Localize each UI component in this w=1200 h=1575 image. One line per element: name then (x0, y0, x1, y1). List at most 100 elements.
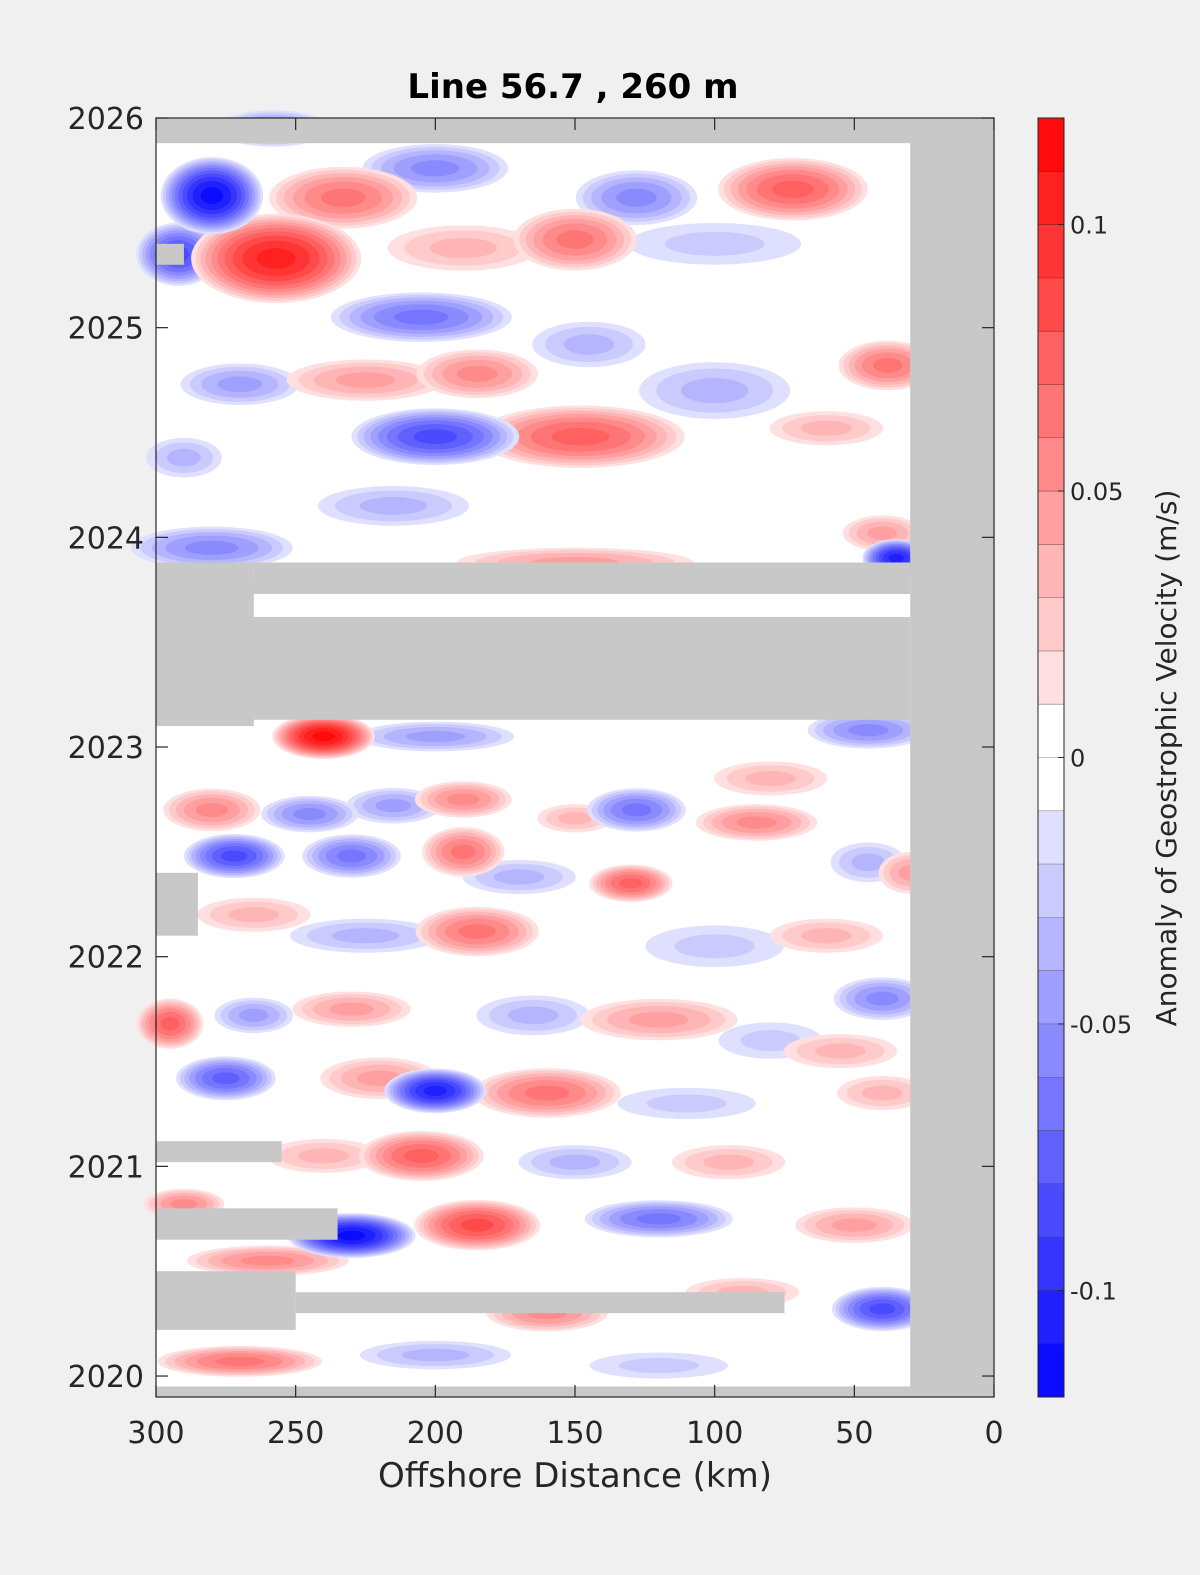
colorbar-segment (1038, 1130, 1064, 1185)
contour-level (772, 180, 814, 198)
anomaly-blob (671, 1145, 786, 1180)
colorbar-segment (1038, 277, 1064, 332)
colorbar-segment (1038, 1237, 1064, 1291)
anomaly-blob (833, 977, 931, 1020)
contour-level (312, 731, 335, 742)
contour-level (256, 248, 296, 269)
contour-level (394, 309, 449, 325)
contour-level (411, 160, 460, 177)
anomaly-blob (317, 486, 469, 526)
contour-level (869, 1303, 896, 1315)
anomaly-blob (532, 321, 646, 368)
contour-level (375, 799, 412, 813)
contour-level (815, 1043, 866, 1059)
colorbar-segment (1038, 331, 1064, 385)
contour-level (674, 934, 755, 959)
contour-level (616, 188, 657, 207)
x-tick-label: 50 (835, 1416, 873, 1451)
no-data-region (156, 1208, 338, 1240)
contour-level (618, 1358, 699, 1374)
plot-area (131, 110, 995, 1398)
contour-level (167, 448, 201, 467)
contour-level (629, 1011, 689, 1028)
anomaly-blob (414, 781, 512, 818)
anomaly-blob (587, 788, 686, 832)
x-tick-labels: 300 250 200 150 100 50 0 (127, 1416, 1003, 1451)
contour-level (298, 1148, 349, 1164)
contour-level (331, 928, 400, 944)
anomaly-blob (214, 997, 294, 1034)
anomaly-blob (180, 363, 299, 405)
colorbar-tick-label: 0.1 (1070, 212, 1108, 240)
contour-level (401, 1348, 470, 1362)
contour-level (450, 844, 476, 860)
colorbar-tick-labels: 0.1 0.05 0 -0.05 -0.1 (1058, 212, 1132, 1305)
contour-level (200, 187, 224, 204)
anomaly-blob (359, 1340, 511, 1370)
y-tick-label: 2024 (68, 521, 144, 556)
anomaly-blob (422, 827, 505, 877)
colorbar-segment (1038, 171, 1064, 226)
contour-level (429, 237, 498, 259)
y-tick-label: 2020 (68, 1360, 144, 1395)
colorbar-segment (1038, 437, 1064, 492)
colorbar-segment (1038, 491, 1064, 545)
contour-level (621, 803, 652, 817)
contour-level (493, 869, 545, 885)
contour-level (524, 1085, 570, 1101)
contour-level (507, 1006, 559, 1025)
contour-level (556, 230, 594, 249)
x-axis-label: Offshore Distance (km) (378, 1456, 772, 1496)
anomaly-blob (160, 157, 264, 235)
anomaly-blob (286, 359, 445, 401)
contour-level (801, 420, 852, 436)
contour-level (888, 553, 905, 563)
anomaly-blob (186, 1245, 349, 1276)
no-data-region (295, 1292, 785, 1314)
contour-level (458, 924, 496, 939)
anomaly-blob (518, 1145, 632, 1180)
anomaly-blob (713, 761, 828, 796)
anomaly-blob (356, 721, 515, 752)
colorbar-segment (1038, 384, 1064, 439)
contour-level (745, 770, 796, 787)
x-tick-label: 150 (546, 1416, 603, 1451)
contour-level (184, 540, 239, 555)
anomaly-blob (330, 292, 512, 342)
anomaly-blob (387, 225, 539, 271)
colorbar-segment (1038, 224, 1064, 279)
contour-level (293, 808, 326, 821)
contour-level (872, 357, 903, 373)
contour-level (664, 231, 765, 256)
anomaly-blob (513, 208, 637, 271)
anomaly-blob (645, 925, 784, 967)
anomaly-blob (589, 864, 673, 903)
contour-level (320, 188, 366, 207)
no-data-region (156, 1141, 282, 1163)
colorbar-segment (1038, 118, 1064, 172)
anomaly-blob (836, 1075, 928, 1110)
colorbar-segment (1038, 1183, 1064, 1238)
contour-level (329, 1002, 374, 1016)
x-tick-label: 0 (984, 1416, 1003, 1451)
colorbar-segment (1038, 597, 1064, 652)
contour-level (240, 1255, 295, 1266)
anomaly-blob (639, 362, 791, 419)
contour-level (195, 802, 229, 817)
contour-level (423, 1085, 448, 1097)
anomaly-blob (807, 712, 929, 749)
colorbar-tick-label: -0.1 (1070, 1277, 1117, 1305)
no-data-region (156, 617, 911, 720)
colorbar-segment (1038, 810, 1064, 865)
contour-level (563, 334, 615, 355)
anomaly-blob (289, 918, 442, 953)
anomaly-blob (358, 1130, 484, 1181)
anomaly-blob (261, 795, 359, 833)
no-data-region (156, 1271, 296, 1330)
colorbar-segment (1038, 757, 1064, 812)
contour-level (170, 1199, 198, 1210)
colorbar-tick-label: -0.05 (1070, 1011, 1132, 1039)
anomaly-blob (191, 213, 362, 304)
no-data-region (156, 872, 198, 936)
